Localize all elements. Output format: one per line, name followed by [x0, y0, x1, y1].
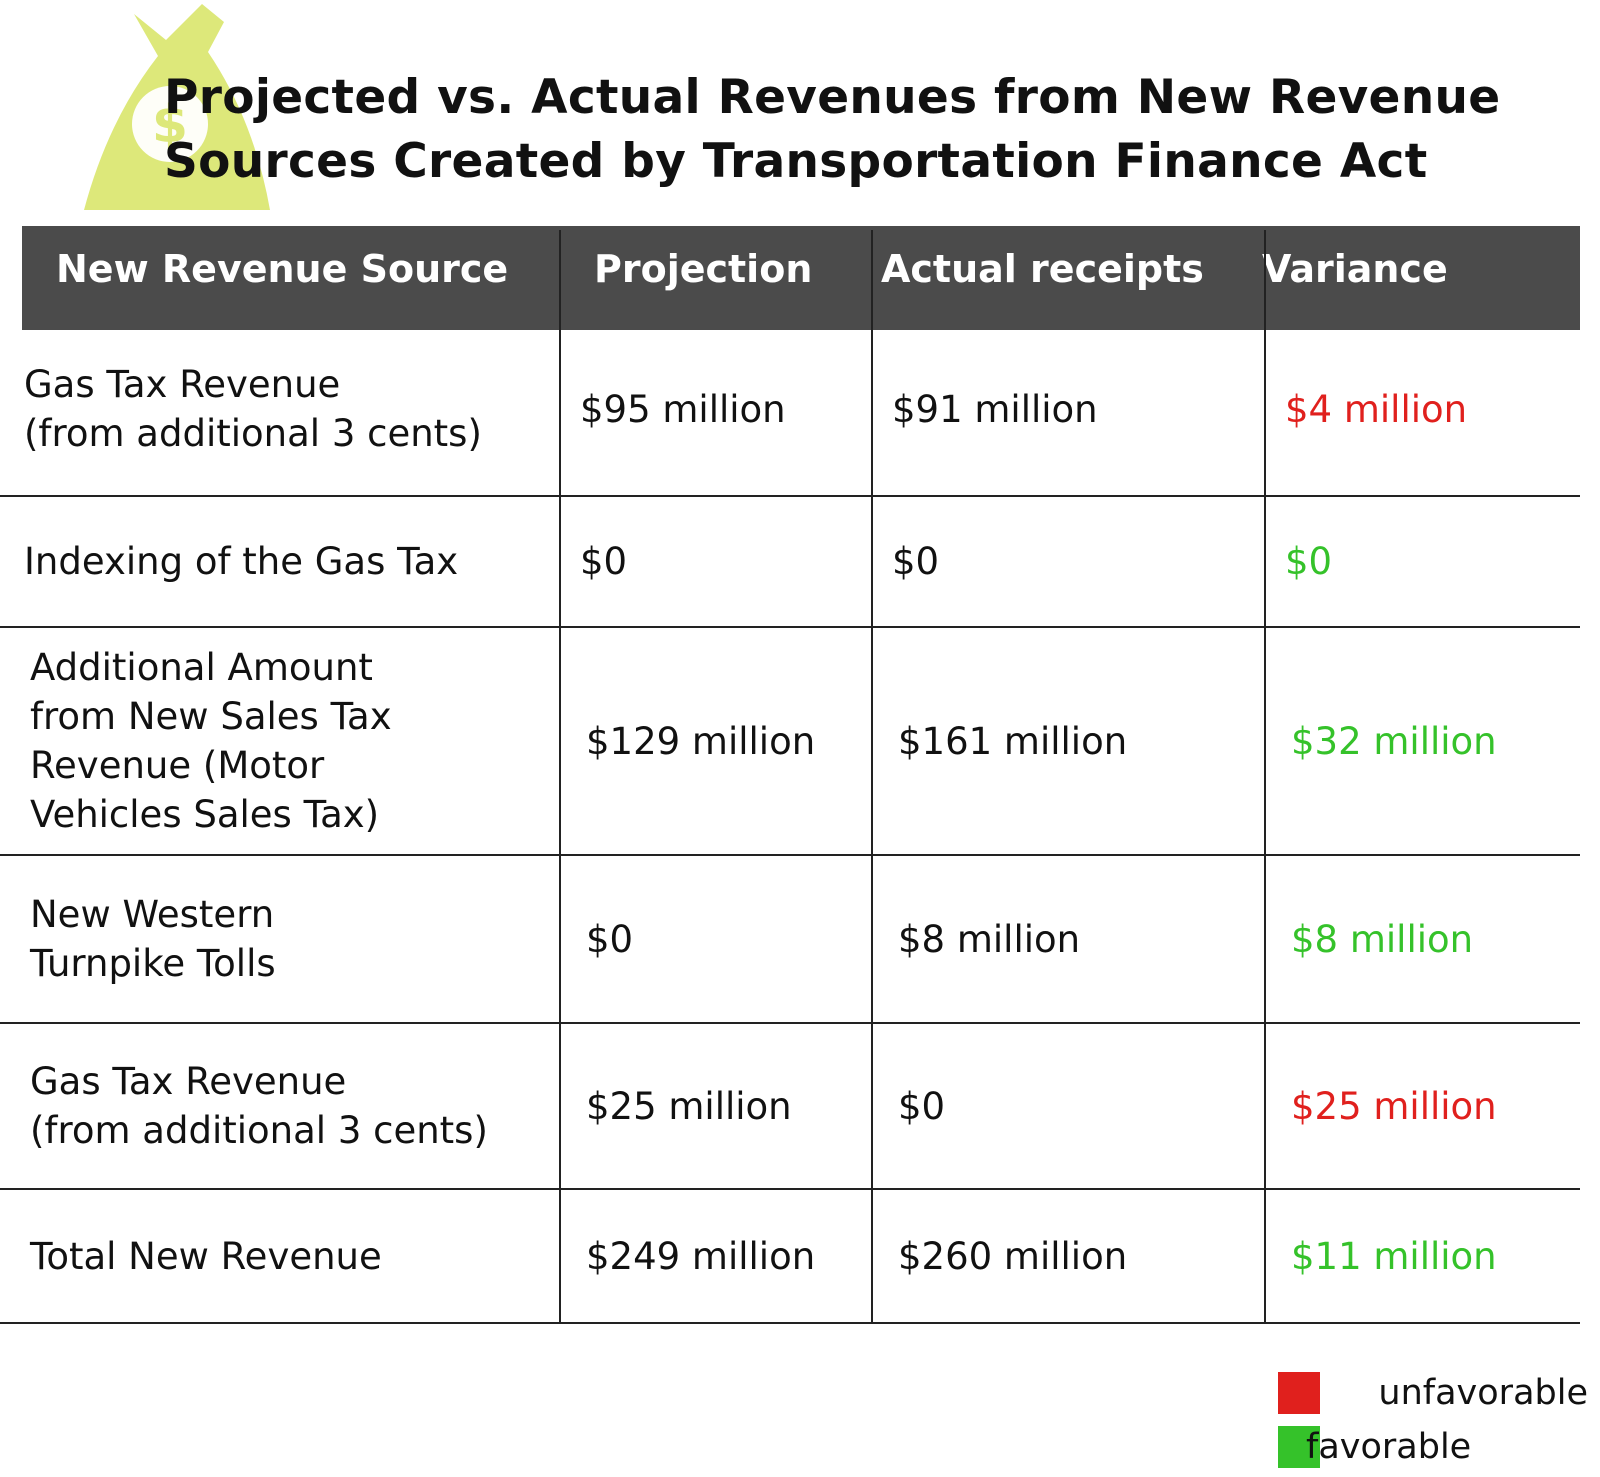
cell-variance: $4 million [1285, 387, 1468, 431]
row-divider [0, 1022, 1580, 1024]
legend-label-unfavorable: unfavorable [1378, 1373, 1588, 1413]
cell-source: New Western Turnpike Tolls [30, 893, 276, 985]
cell-variance: $32 million [1291, 719, 1497, 763]
column-header-variance: Variance [1262, 247, 1448, 291]
row-divider [0, 1188, 1580, 1190]
column-divider [871, 230, 873, 1323]
row-divider [0, 495, 1580, 497]
cell-actual: $8 million [898, 917, 1081, 961]
cell-variance: $11 million [1291, 1234, 1497, 1278]
column-header-source: New Revenue Source [56, 247, 509, 291]
legend: unfavorable favorable [1278, 1372, 1588, 1472]
cell-actual: $91 million [892, 387, 1098, 431]
legend-item-favorable: favorable [1278, 1426, 1588, 1470]
cell-projection: $0 [580, 540, 628, 583]
chart-title-line-2: Sources Created by Transportation Financ… [164, 134, 1428, 189]
cell-actual: $161 million [898, 719, 1128, 763]
column-divider [1264, 230, 1266, 1323]
cell-source: Additional Amount from New Sales Tax Rev… [30, 646, 392, 836]
legend-label-favorable: favorable [1306, 1427, 1472, 1467]
legend-swatch-unfavorable [1278, 1372, 1320, 1414]
money-bag-icon: $ [84, 4, 270, 210]
cell-variance: $0 [1285, 540, 1333, 583]
cell-projection: $95 million [580, 387, 786, 431]
cell-source: Gas Tax Revenue (from additional 3 cents… [30, 1060, 488, 1152]
cell-source: Indexing of the Gas Tax [24, 540, 459, 583]
legend-item-unfavorable: unfavorable [1278, 1372, 1588, 1416]
revenue-table: New Revenue Source Projection Actual rec… [0, 226, 1580, 1361]
column-divider [559, 230, 561, 1323]
cell-projection: $249 million [586, 1234, 816, 1278]
cell-projection: $25 million [586, 1084, 792, 1128]
cell-actual: $0 [898, 1084, 946, 1128]
cell-actual: $260 million [898, 1234, 1128, 1278]
row-divider [0, 626, 1580, 628]
svg-text:$: $ [152, 95, 188, 155]
cell-source: Total New Revenue [30, 1234, 382, 1278]
cell-projection: $0 [586, 917, 634, 961]
cell-source: Gas Tax Revenue (from additional 3 cents… [24, 363, 482, 455]
cell-actual: $0 [892, 540, 940, 583]
column-header-projection: Projection [594, 247, 813, 291]
row-divider [0, 854, 1580, 856]
row-divider [0, 1322, 1580, 1324]
chart-title-line-1: Projected vs. Actual Revenues from New R… [164, 70, 1501, 125]
cell-projection: $129 million [586, 719, 816, 763]
column-header-actual: Actual receipts [881, 247, 1204, 291]
cell-variance: $8 million [1291, 917, 1474, 961]
chart-title: Projected vs. Actual Revenues from New R… [164, 66, 1584, 194]
cell-variance: $25 million [1291, 1084, 1497, 1128]
legend-swatch-favorable [1278, 1426, 1320, 1468]
table-header [22, 226, 1580, 330]
